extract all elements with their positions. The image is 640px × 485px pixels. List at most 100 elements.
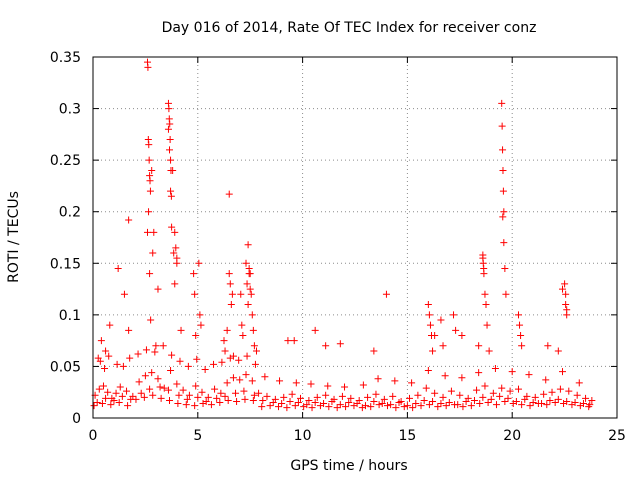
data-point xyxy=(140,393,148,401)
data-point xyxy=(543,401,551,409)
data-point xyxy=(434,403,442,411)
data-point xyxy=(105,352,113,360)
data-point xyxy=(325,403,333,411)
data-point xyxy=(291,402,299,410)
chart-title: Day 016 of 2014, Rate Of TEC Index for r… xyxy=(162,20,537,36)
data-point xyxy=(420,396,428,404)
data-point xyxy=(250,391,258,399)
data-point xyxy=(576,402,584,410)
data-point xyxy=(458,374,466,382)
data-point xyxy=(246,270,254,278)
data-point xyxy=(113,360,121,368)
data-point xyxy=(372,390,380,398)
data-point xyxy=(445,399,453,407)
data-point xyxy=(146,187,154,195)
data-point xyxy=(251,360,259,368)
data-point xyxy=(514,311,522,319)
data-point xyxy=(132,395,140,403)
data-point xyxy=(263,392,271,400)
data-point xyxy=(143,228,151,236)
data-point xyxy=(125,326,133,334)
data-point xyxy=(588,396,596,404)
y-tick-labels: 0 0.05 0.1 0.15 0.2 0.25 0.3 0.35 xyxy=(50,50,81,427)
data-point xyxy=(328,397,336,405)
data-point xyxy=(501,397,509,405)
data-point xyxy=(242,371,250,379)
data-point xyxy=(173,380,181,388)
data-point xyxy=(198,388,206,396)
data-point xyxy=(154,285,162,293)
data-point xyxy=(278,400,286,408)
data-point xyxy=(249,326,257,334)
data-point xyxy=(220,337,228,345)
data-point xyxy=(95,385,103,393)
data-point xyxy=(336,401,344,409)
data-point xyxy=(90,402,98,410)
data-point xyxy=(168,223,176,231)
data-point xyxy=(242,259,250,267)
data-point xyxy=(274,403,282,411)
data-point xyxy=(123,387,131,395)
data-point xyxy=(499,187,507,195)
data-point xyxy=(341,383,349,391)
data-point xyxy=(167,192,175,200)
data-point xyxy=(175,391,183,399)
data-point xyxy=(239,331,247,339)
data-point xyxy=(182,401,190,409)
data-point xyxy=(429,397,437,405)
data-point xyxy=(171,228,179,236)
data-point xyxy=(502,290,510,298)
data-point xyxy=(213,394,221,402)
data-point xyxy=(400,403,408,411)
grid xyxy=(93,57,617,418)
data-point xyxy=(167,367,175,375)
data-point xyxy=(99,382,107,390)
data-point xyxy=(134,350,142,358)
data-point xyxy=(151,348,159,356)
data-point xyxy=(164,386,172,394)
data-point xyxy=(322,391,330,399)
data-point xyxy=(148,369,156,377)
data-point xyxy=(93,399,101,407)
data-point xyxy=(313,393,321,401)
data-point xyxy=(146,385,154,393)
data-point xyxy=(102,347,110,355)
data-point xyxy=(375,401,383,409)
data-point xyxy=(585,403,593,411)
data-point xyxy=(157,394,165,402)
data-point xyxy=(297,394,305,402)
data-point xyxy=(492,401,500,409)
data-point xyxy=(137,389,145,397)
data-point xyxy=(560,400,568,408)
data-point xyxy=(333,404,341,412)
data-point xyxy=(145,141,153,149)
data-point xyxy=(442,402,450,410)
data-point xyxy=(475,342,483,350)
data-point xyxy=(167,156,175,164)
data-point xyxy=(110,396,118,404)
data-point xyxy=(548,388,556,396)
data-point xyxy=(561,280,569,288)
data-point xyxy=(112,389,120,397)
data-point xyxy=(387,401,395,409)
data-point xyxy=(380,395,388,403)
data-point xyxy=(359,381,367,389)
data-point xyxy=(470,396,478,404)
data-point xyxy=(481,382,489,390)
x-tick-label: 20 xyxy=(503,428,521,444)
data-point xyxy=(252,347,260,355)
data-point xyxy=(529,399,537,407)
data-point xyxy=(150,228,158,236)
data-point xyxy=(101,364,109,372)
data-point xyxy=(216,399,224,407)
data-point xyxy=(237,290,245,298)
data-point xyxy=(102,394,110,402)
data-point xyxy=(141,372,149,380)
data-point xyxy=(504,394,512,402)
data-point xyxy=(284,337,292,345)
data-point xyxy=(145,208,153,216)
data-point xyxy=(204,393,212,401)
data-point xyxy=(191,290,199,298)
data-point xyxy=(431,389,439,397)
data-point xyxy=(540,390,548,398)
